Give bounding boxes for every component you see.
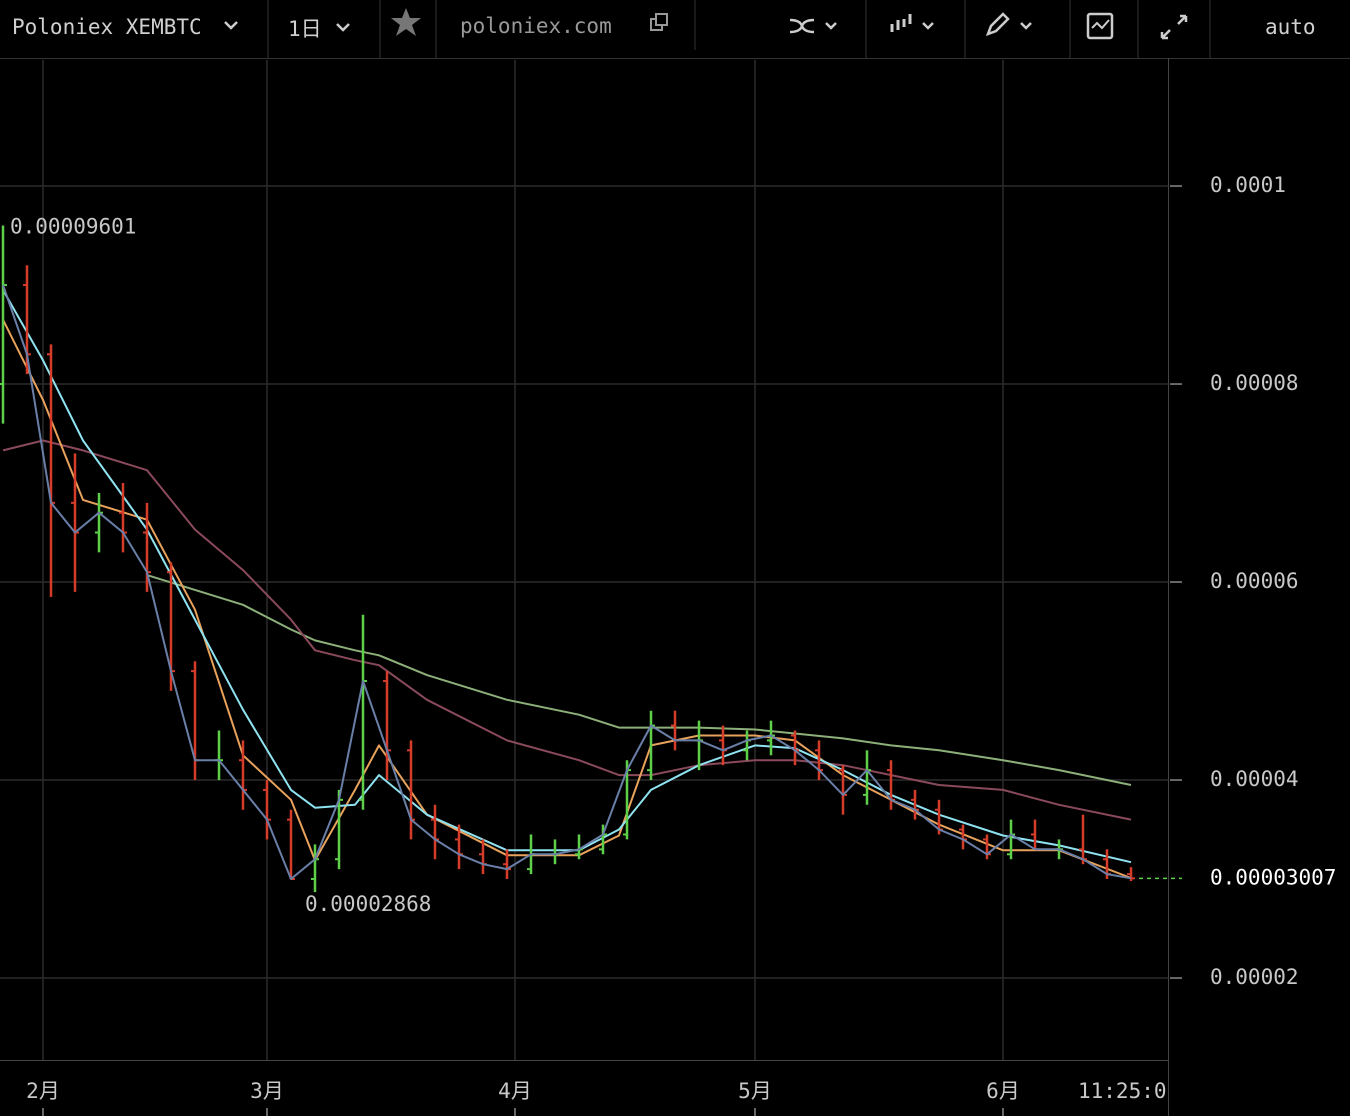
icon bbox=[655, 13, 668, 26]
icon bbox=[1086, 12, 1114, 40]
draw-button[interactable] bbox=[985, 12, 1032, 37]
toolbar: Poloniex XEMBTC 1日 poloniex.com bbox=[0, 0, 1350, 59]
indicator-button[interactable] bbox=[1086, 12, 1114, 40]
chevron bbox=[825, 22, 837, 30]
y-tick-label: 0.00002 bbox=[1210, 965, 1299, 989]
y-tick-label: 0.00004 bbox=[1210, 767, 1299, 791]
interval-button[interactable]: 1日 bbox=[288, 17, 350, 41]
y-tick-label: 0.00006 bbox=[1210, 569, 1299, 593]
interval[interactable]: 1日 bbox=[288, 17, 322, 41]
chevron bbox=[1020, 22, 1032, 30]
close-line bbox=[2, 284, 1132, 880]
x-tick-label: 4月 bbox=[498, 1079, 532, 1103]
last-price-label: 0.00003007 bbox=[1210, 865, 1336, 889]
compare-button[interactable] bbox=[789, 18, 837, 34]
icon bbox=[1091, 19, 1110, 30]
moving-average bbox=[146, 574, 1132, 786]
x-tick-label: 6月 bbox=[986, 1079, 1020, 1103]
low-label: 0.00002868 bbox=[305, 892, 431, 916]
favorite-star[interactable] bbox=[391, 8, 421, 36]
popout-icon[interactable] bbox=[650, 13, 668, 31]
site-link[interactable]: poloniex.com bbox=[460, 14, 612, 38]
chevron bbox=[224, 21, 238, 30]
symbol[interactable]: Poloniex XEMBTC bbox=[12, 15, 202, 39]
chart-type-button[interactable] bbox=[890, 14, 934, 32]
moving-average bbox=[2, 289, 1132, 864]
y-tick-label: 0.00008 bbox=[1210, 371, 1299, 395]
x-tick-label: 3月 bbox=[250, 1079, 284, 1103]
chevron bbox=[922, 22, 934, 30]
x-tick-label: 2月 bbox=[26, 1079, 60, 1103]
chevron bbox=[336, 23, 350, 32]
icon bbox=[789, 18, 815, 34]
clock: 11:25:0 bbox=[1078, 1079, 1167, 1103]
x-tick-label: 5月 bbox=[738, 1079, 772, 1103]
high-label: 0.00009601 bbox=[10, 215, 136, 239]
plot: 0.00009601 0.00002868 bbox=[0, 60, 1168, 1060]
symbol-button[interactable]: Poloniex XEMBTC bbox=[12, 15, 238, 39]
moving-average bbox=[2, 439, 1132, 821]
icon bbox=[890, 14, 912, 32]
icon bbox=[985, 12, 1010, 37]
scale-mode[interactable]: auto bbox=[1265, 15, 1316, 39]
y-tick-label: 0.0001 bbox=[1210, 173, 1286, 197]
fullscreen-button[interactable] bbox=[1160, 14, 1188, 40]
toolbar-bg bbox=[0, 0, 1350, 58]
